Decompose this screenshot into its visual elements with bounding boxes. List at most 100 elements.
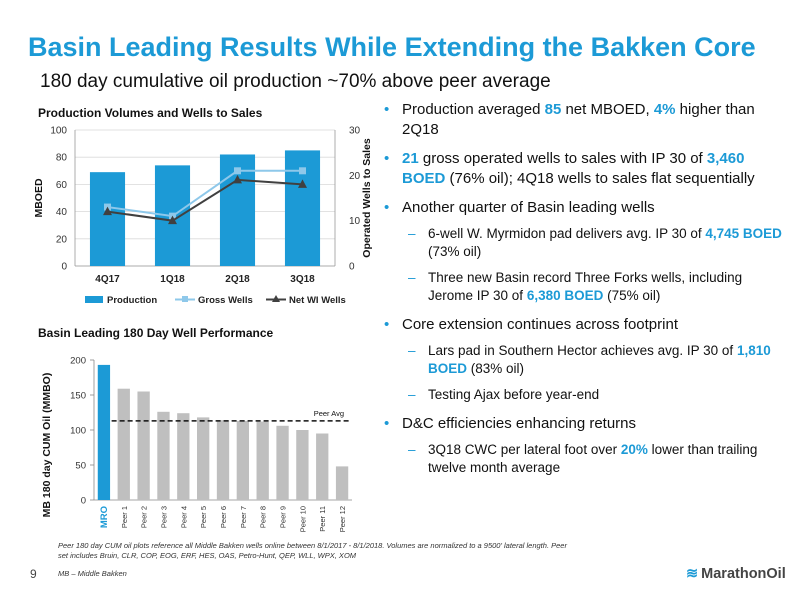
marker-gross-wells (299, 167, 306, 175)
bullet-list: • Production averaged 85 net MBOED, 4% hi… (384, 100, 784, 487)
text-run: higher than 2Q18 (402, 101, 755, 138)
y2-tick-label: 10 (349, 216, 361, 227)
bar-peer (216, 420, 230, 500)
x-tick-label: Peer 12 (338, 506, 347, 532)
bar-peer (157, 411, 170, 500)
highlight-value: 4% (653, 101, 676, 118)
x-tick-label: 3Q18 (290, 274, 315, 285)
x-tick-label: 2Q18 (225, 274, 250, 285)
page-title: Basin Leading Results While Extending th… (28, 32, 756, 62)
bar-peer (316, 433, 329, 500)
x-tick-label: Peer 4 (179, 506, 188, 528)
y-tick-label: 20 (56, 234, 68, 245)
x-tick-label: MRO (99, 506, 110, 528)
footnote: Peer 180 day CUM oil plots reference all… (58, 541, 567, 560)
text-run: D&C efficiencies enhancing returns (402, 415, 637, 432)
bar-peer (335, 466, 349, 500)
bar-peer (276, 425, 289, 500)
highlight-value: 20% (620, 442, 648, 457)
bullet-item: • D&C efficiencies enhancing returns (384, 414, 784, 434)
y2-axis-label: Operated Wells to Sales (361, 138, 373, 258)
page-number: 9 (30, 567, 37, 581)
text-run: Another quarter of Basin leading wells (402, 199, 655, 216)
text-run: 6-well W. Myrmidon pad delivers avg. IP … (428, 226, 706, 241)
text-run: (76% oil); 4Q18 wells to sales flat sequ… (445, 170, 755, 187)
marker-net-wells (103, 206, 112, 216)
production-chart: 0 20 40 60 80 100 0 10 20 30 4Q17 1Q18 2Q18 3Q18 MBOED… (33, 126, 373, 307)
x-tick-label: Peer 2 (140, 506, 149, 528)
sub-bullet-item: – Three new Basin record Three Forks well… (384, 269, 784, 305)
legend-swatch-net-marker (272, 295, 280, 302)
bar-peer (296, 430, 309, 500)
sub-bullet-dash-icon: – (408, 270, 416, 285)
bullet-item: • Another quarter of Basin leading wells (384, 198, 784, 218)
x-tick-label: Peer 6 (219, 506, 228, 528)
bar-peer (197, 417, 210, 500)
legend-label-production: Production (107, 295, 157, 306)
x-tick-label: Peer 3 (159, 506, 168, 528)
highlight-value: 6,380 BOED (526, 288, 604, 303)
x-tick-label: Peer 1 (120, 506, 129, 528)
bullet-dot-icon: • (384, 101, 390, 118)
text-run: (75% oil) (603, 288, 661, 303)
text-run: Testing Ajax before year-end (428, 387, 600, 402)
footnote-mb: MB – Middle Bakken (58, 569, 127, 578)
marathon-wave-icon: ≋ (686, 566, 699, 582)
text-run: Lars pad in Southern Hector achieves avg… (428, 343, 737, 358)
highlight-value: 21 (402, 150, 419, 167)
y-tick-label: 100 (70, 426, 86, 437)
x-tick-label: Peer 7 (239, 506, 248, 528)
highlight-value: 3,460 BOED (402, 150, 745, 187)
marker-net-wells (168, 215, 177, 225)
text-run: (73% oil) (428, 244, 482, 259)
text-run: Three new Basin record Three Forks wells… (428, 270, 743, 303)
bar-peer (117, 388, 130, 500)
sub-bullet-item: – Testing Ajax before year-end (384, 386, 784, 404)
page-subtitle: 180 day cumulative oil production ~70% a… (40, 71, 551, 92)
text-run: (83% oil) (467, 361, 525, 376)
line-net-wells (107, 178, 303, 222)
y-tick-label: 50 (75, 461, 86, 472)
marker-net-wells (298, 179, 307, 188)
y-tick-label: 150 (70, 391, 86, 402)
y-tick-label: 80 (56, 153, 68, 164)
x-tick-label: Peer 11 (318, 506, 327, 532)
y-tick-label: 200 (70, 356, 86, 367)
bullet-dot-icon: • (384, 415, 390, 432)
x-tick-label: Peer 8 (259, 506, 268, 528)
bar-mro (97, 364, 111, 500)
text-run: Core extension continues across footprin… (402, 316, 678, 333)
legend-label-net-wells: Net WI Wells (289, 295, 346, 306)
text-run: gross operated wells to sales with IP 30… (418, 150, 707, 167)
bullet-dot-icon: • (384, 199, 390, 216)
x-tick-label: 4Q17 (95, 274, 120, 285)
company-logo: ≋ MarathonOil (686, 566, 786, 582)
marker-gross-wells (234, 167, 241, 175)
y-tick-label: 0 (61, 262, 67, 273)
sub-bullet-item: –3Q18 CWC per lateral foot over 20% lowe… (384, 441, 784, 477)
logo-text: MarathonOil (701, 566, 786, 582)
bullet-item: • 21 gross operated wells to sales with I… (384, 149, 784, 189)
bar-peer (177, 413, 190, 500)
chart2-title: Basin Leading 180 Day Well Performance (38, 326, 274, 340)
sub-bullet-dash-icon: – (408, 442, 416, 457)
text-run: net MBOED, (561, 101, 654, 118)
x-tick-label: Peer 5 (199, 506, 208, 528)
bar-peer (137, 391, 150, 500)
well-performance-chart: 0 50 100 150 200 MRO Peer 1 Peer 2 Peer 3 Peer 4 P… (41, 356, 352, 532)
bullet-dot-icon: • (384, 150, 390, 167)
legend-swatch-gross-marker (182, 296, 188, 302)
y-tick-label: 100 (50, 126, 67, 137)
peer-avg-label: Peer Avg (314, 409, 344, 418)
y2-tick-label: 20 (349, 171, 361, 182)
y-tick-label: 60 (56, 180, 68, 191)
sub-bullet-dash-icon: – (408, 387, 416, 402)
legend-label-gross-wells: Gross Wells (198, 295, 253, 306)
bullet-item: • Core extension continues across footpri… (384, 315, 784, 335)
bar-peer (256, 421, 269, 500)
x-tick-label: Peer 10 (298, 506, 307, 532)
bullet-dot-icon: • (384, 316, 390, 333)
y2-tick-label: 0 (349, 262, 355, 273)
text-run: 3Q18 CWC per lateral foot over (428, 442, 621, 457)
sub-bullet-item: – Lars pad in Southern Hector achieves av… (384, 342, 784, 378)
